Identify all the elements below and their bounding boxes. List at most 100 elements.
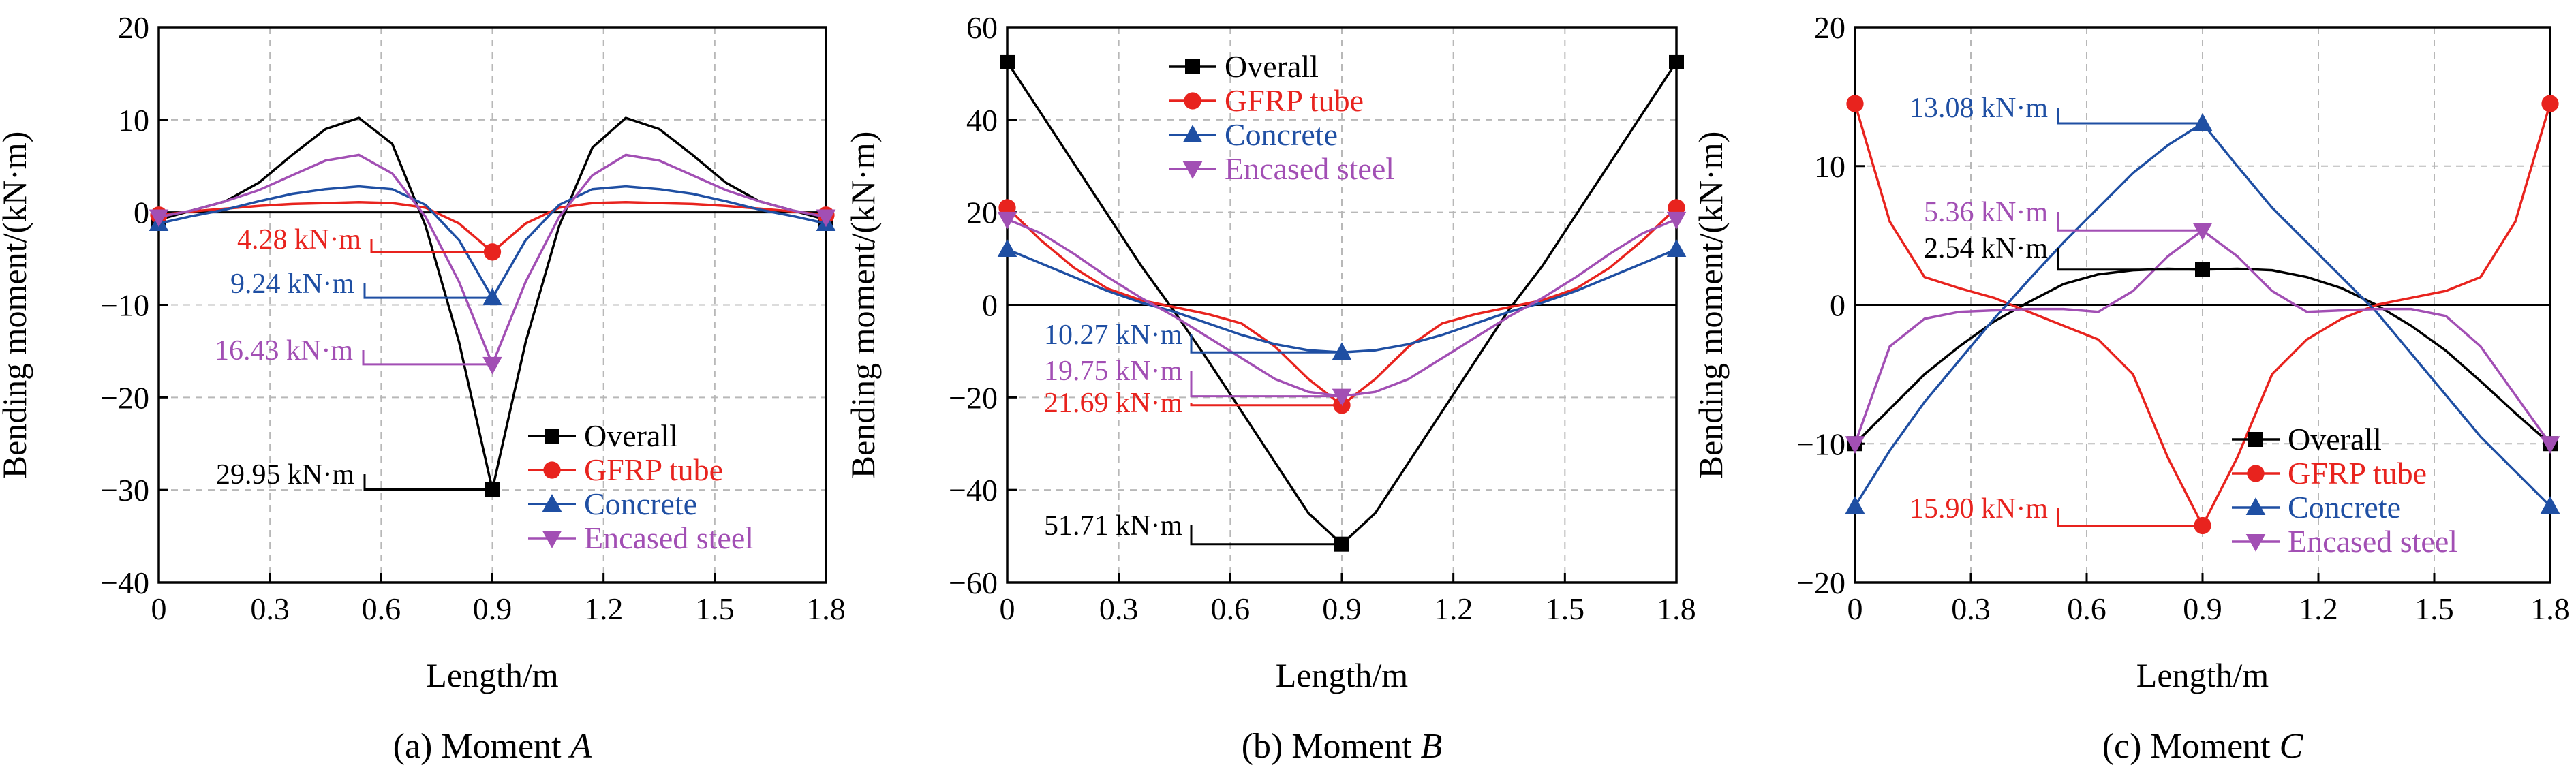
- panel-caption-variable: C: [2280, 727, 2304, 766]
- data-point: [2192, 223, 2213, 241]
- y-tick-label: −20: [100, 380, 149, 415]
- callout: 9.24 kN·m: [230, 268, 493, 300]
- data-point: [997, 239, 1017, 257]
- legend-swatch-marker: [545, 429, 559, 444]
- panel-caption-variable: A: [568, 727, 592, 766]
- data-point: [1845, 496, 1865, 514]
- y-tick-label: 0: [134, 196, 149, 230]
- y-tick-label: 0: [1830, 288, 1845, 323]
- legend-label: Overall: [584, 418, 678, 453]
- y-tick-label: −20: [949, 380, 998, 415]
- data-point: [2192, 113, 2213, 131]
- x-tick-label: 0.3: [1951, 591, 1991, 626]
- callout-line: [363, 474, 493, 491]
- legend-swatch-marker: [2248, 432, 2263, 447]
- callout: 5.36 kN·m: [1924, 197, 2203, 232]
- legend-label: Overall: [2288, 422, 2382, 456]
- legend-swatch-marker: [1182, 161, 1203, 179]
- data-point: [1845, 436, 1865, 454]
- legend-item: Concrete: [1169, 117, 1338, 152]
- y-tick-label: −30: [100, 473, 149, 508]
- data-point: [997, 211, 1017, 230]
- legend-item: GFRP tube: [2232, 456, 2427, 491]
- callout-label: 2.54 kN·m: [1924, 233, 2048, 264]
- legend-swatch-marker: [542, 494, 562, 512]
- legend-swatch-marker: [2245, 497, 2266, 515]
- legend-swatch-marker: [1184, 92, 1201, 110]
- x-tick-label: 0.9: [1322, 591, 1362, 626]
- y-tick-label: 60: [966, 10, 998, 45]
- callout-line: [1190, 525, 1342, 546]
- legend-item: Concrete: [2232, 490, 2401, 525]
- callout-label: 9.24 kN·m: [230, 268, 354, 300]
- callout: 13.08 kN·m: [1910, 93, 2203, 125]
- y-tick-label: −10: [1796, 426, 1845, 461]
- data-point: [482, 287, 502, 306]
- x-tick-label: 0.9: [473, 591, 512, 626]
- legend-item: Concrete: [528, 486, 697, 521]
- x-tick-label: 0.6: [2067, 591, 2106, 626]
- callout-line: [2057, 508, 2203, 527]
- legend-item: Overall: [2232, 422, 2382, 456]
- callout: 2.54 kN·m: [1924, 233, 2203, 271]
- panel-caption: (a) Moment A: [393, 727, 592, 766]
- y-tick-label: 20: [1814, 10, 1845, 45]
- callout: 10.27 kN·m: [1044, 320, 1342, 354]
- callout-label: 5.36 kN·m: [1924, 197, 2048, 228]
- callout-line: [363, 283, 493, 299]
- y-tick-label: 0: [982, 288, 998, 323]
- callout-line: [1190, 334, 1342, 354]
- x-tick-label: 0.3: [250, 591, 290, 626]
- legend-item: Overall: [528, 418, 678, 453]
- callout-label: 4.28 kN·m: [237, 224, 361, 255]
- data-point: [1846, 95, 1864, 112]
- legend-item: Encased steel: [2232, 524, 2457, 559]
- data-point: [1332, 388, 1352, 407]
- x-tick-label: 1.5: [695, 591, 735, 626]
- legend-swatch-marker: [1182, 125, 1203, 142]
- legend-item: GFRP tube: [1169, 83, 1364, 118]
- callout-line: [2057, 248, 2203, 271]
- data-point: [482, 356, 502, 375]
- legend-label: GFRP tube: [584, 452, 723, 487]
- x-tick-label: 0.9: [2183, 591, 2222, 626]
- y-tick-label: −10: [100, 288, 149, 323]
- callout-label: 15.90 kN·m: [1910, 493, 2048, 525]
- callout-label: 10.27 kN·m: [1044, 320, 1182, 351]
- panel-caption-variable: B: [1421, 727, 1443, 766]
- panel-1: 0 0.3 0.6 0.9 1.2 1.5 1.8 −40 −30 −20 −10 0 10 20 Leng…: [0, 10, 846, 766]
- panel-2: 0 0.3 0.6 0.9 1.2 1.5 1.8 −60 −40 −20 0 20 40 60 Lengt…: [844, 10, 1696, 766]
- x-tick-label: 0: [151, 591, 167, 626]
- x-tick-label: 0.6: [1211, 591, 1251, 626]
- legend-label: Encased steel: [584, 520, 754, 555]
- legend-label: Concrete: [584, 486, 697, 521]
- x-tick-label: 1.8: [2530, 591, 2570, 626]
- callout: 15.90 kN·m: [1910, 493, 2203, 527]
- legend-item: Encased steel: [528, 520, 754, 555]
- panel-3: 0 0.3 0.6 0.9 1.2 1.5 1.8 −20 −10 0 10 20 Length/m Be…: [1691, 10, 2570, 766]
- legend-item: Encased steel: [1169, 151, 1394, 186]
- x-tick-label: 0: [1847, 591, 1863, 626]
- y-tick-label: 20: [118, 10, 149, 45]
- panel-caption-label: (b) Moment: [1242, 727, 1421, 766]
- data-point: [1332, 342, 1352, 360]
- callout: 29.95 kN·m: [216, 459, 493, 491]
- x-tick-label: 1.5: [1546, 591, 1585, 626]
- panel-caption-label: (a) Moment: [393, 727, 570, 766]
- x-axis-title: Length/m: [2136, 656, 2269, 694]
- legend-swatch-marker: [1185, 59, 1200, 74]
- x-tick-label: 1.2: [1434, 591, 1473, 626]
- panel-caption: (c) Moment C: [2102, 727, 2304, 766]
- panel-caption: (b) Moment B: [1242, 727, 1443, 766]
- callout: 51.71 kN·m: [1044, 510, 1342, 546]
- callout: 16.43 kN·m: [215, 335, 493, 367]
- callout-label: 19.75 kN·m: [1044, 356, 1182, 387]
- legend-label: Encased steel: [1225, 151, 1394, 186]
- legend-label: Encased steel: [2288, 524, 2457, 559]
- panel-caption-label: (c) Moment: [2102, 727, 2280, 766]
- data-point: [149, 209, 169, 228]
- legend-swatch-marker: [542, 531, 562, 548]
